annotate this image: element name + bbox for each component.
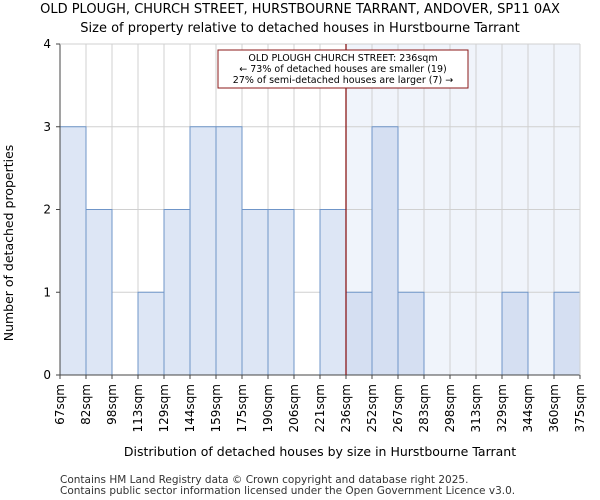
- chart-subtitle: Size of property relative to detached ho…: [80, 21, 519, 36]
- bar: [189, 126, 217, 376]
- x-tick-label: 298sqm: [443, 384, 457, 432]
- annotation-box: [217, 49, 469, 89]
- y-tick-label: 3: [43, 120, 51, 134]
- x-tick-label: 375sqm: [573, 384, 587, 432]
- y-axis-label: Number of detached properties: [1, 145, 16, 342]
- bar: [59, 126, 87, 376]
- bar: [371, 126, 399, 376]
- bar: [241, 209, 269, 376]
- y-tick-label: 1: [43, 285, 51, 299]
- x-tick-label: 67sqm: [53, 384, 67, 425]
- annotation-line: ← 73% of detached houses are smaller (19…: [239, 64, 446, 75]
- x-axis-label: Distribution of detached houses by size …: [124, 444, 516, 459]
- x-tick-label: 190sqm: [261, 384, 275, 432]
- bar: [319, 209, 347, 376]
- footer-line-1: Contains HM Land Registry data © Crown c…: [60, 474, 468, 486]
- y-tick-label: 0: [43, 368, 51, 382]
- x-tick-label: 236sqm: [339, 384, 353, 432]
- footer-line-2: Contains public sector information licen…: [60, 485, 515, 497]
- bar: [137, 291, 165, 376]
- bar: [553, 291, 581, 376]
- x-tick-label: 313sqm: [469, 384, 483, 432]
- bar: [85, 209, 113, 376]
- annotation-line: OLD PLOUGH CHURCH STREET: 236sqm: [248, 53, 437, 64]
- bar: [267, 209, 295, 376]
- x-tick-label: 159sqm: [209, 384, 223, 432]
- bar: [345, 291, 373, 376]
- x-tick-label: 113sqm: [131, 384, 145, 432]
- x-tick-label: 329sqm: [495, 384, 509, 432]
- x-tick-label: 175sqm: [235, 384, 249, 432]
- annotation-line: 27% of semi-detached houses are larger (…: [233, 75, 453, 86]
- y-tick-label: 2: [43, 203, 51, 217]
- bar: [215, 126, 243, 376]
- x-tick-label: 98sqm: [105, 384, 119, 425]
- x-tick-label: 252sqm: [365, 384, 379, 432]
- x-tick-label: 144sqm: [183, 384, 197, 432]
- x-tick-label: 82sqm: [79, 384, 93, 425]
- y-tick-label: 4: [43, 37, 51, 51]
- chart-title: OLD PLOUGH, CHURCH STREET, HURSTBOURNE T…: [40, 2, 560, 17]
- x-tick-label: 283sqm: [417, 384, 431, 432]
- x-tick-label: 206sqm: [287, 384, 301, 432]
- x-tick-label: 267sqm: [391, 384, 405, 432]
- x-tick-label: 221sqm: [313, 384, 327, 432]
- x-tick-label: 129sqm: [157, 384, 171, 432]
- x-tick-label: 344sqm: [521, 384, 535, 432]
- plot-area: 0 1 2 3 4 67sqm 82sqm 98sqm 113sqm 129sqm 144sqm 15…: [43, 37, 587, 432]
- x-tick-label: 360sqm: [547, 384, 561, 432]
- bar: [397, 291, 425, 376]
- bar: [501, 291, 529, 376]
- bar: [163, 209, 191, 376]
